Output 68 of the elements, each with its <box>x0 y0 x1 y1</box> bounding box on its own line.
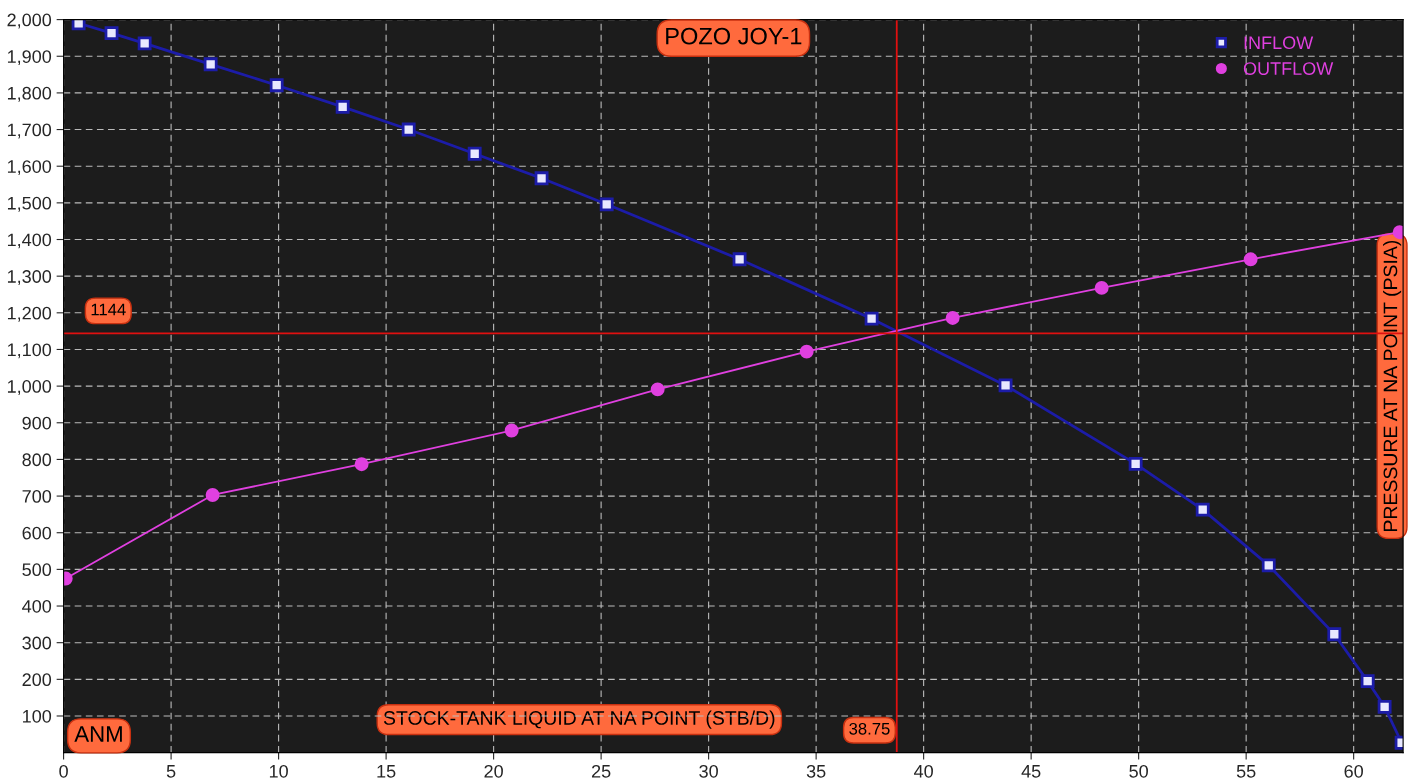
x-tick-label: 50 <box>1129 764 1148 778</box>
x-tick-label: 15 <box>377 765 396 778</box>
x-axis-title: STOCK-TANK LIQUID AT NA POINT (STB/D) <box>383 710 775 729</box>
y-tick-label: 1,500 <box>7 196 52 212</box>
y-tick-label: 2,000 <box>7 13 52 29</box>
point <box>137 36 152 51</box>
x-tick-label: 40 <box>914 764 933 778</box>
y-tick-label: 1,300 <box>7 270 52 286</box>
point <box>71 19 86 31</box>
chart-title: POZO JOY-1 <box>666 27 802 45</box>
point <box>650 382 665 397</box>
y-tick-label: 400 <box>22 599 52 613</box>
y-tick-label: 1,900 <box>7 50 52 66</box>
point <box>335 99 350 114</box>
x-tick-label: 0 <box>59 764 68 778</box>
point <box>534 171 549 186</box>
point <box>1243 252 1258 267</box>
y-tick-label: 1,800 <box>7 86 52 102</box>
y-tick-label: 1,600 <box>7 160 52 176</box>
x-tick-label: 20 <box>484 764 503 778</box>
x-tick-label: 60 <box>1344 764 1363 778</box>
x-tick-label: 55 <box>1236 765 1256 778</box>
point <box>203 57 218 72</box>
annotation: ANM <box>74 726 122 742</box>
x-tick-label: 25 <box>591 764 611 778</box>
point <box>1360 674 1375 689</box>
point <box>1094 280 1109 295</box>
y-tick-label: 200 <box>22 673 52 687</box>
point <box>467 146 482 161</box>
point <box>401 122 416 137</box>
ref-line-label: 1144 <box>91 303 126 316</box>
y-tick-label: 1,200 <box>7 306 52 322</box>
y-axis-title: PRESSURE AT NA POINT (PSIA) <box>1383 240 1402 531</box>
point <box>1195 502 1210 517</box>
point <box>1377 699 1392 714</box>
point <box>354 457 369 472</box>
legend-label: INFLOW <box>1244 36 1314 50</box>
point <box>1128 456 1143 471</box>
x-tick-label: 45 <box>1021 765 1041 778</box>
y-tick-label: 600 <box>22 526 52 540</box>
point <box>1327 627 1342 642</box>
point <box>864 311 879 326</box>
y-tick-label: 1,100 <box>7 343 52 359</box>
point <box>732 252 747 267</box>
x-tick-label: 35 <box>806 764 826 778</box>
y-tick-label: 900 <box>22 416 52 430</box>
point <box>1261 558 1276 573</box>
point <box>998 378 1013 393</box>
y-tick-label: 1,400 <box>7 233 52 249</box>
x-tick-label: 10 <box>269 764 288 778</box>
x-tick-label: 30 <box>699 764 718 778</box>
y-tick-label: 700 <box>22 490 52 503</box>
point <box>599 197 614 212</box>
y-tick-label: 800 <box>22 453 52 467</box>
point <box>269 78 284 93</box>
y-tick-label: 500 <box>22 563 52 577</box>
y-tick-label: 300 <box>22 636 52 650</box>
y-tick-label: 1,700 <box>7 123 52 139</box>
x-tick-label: 5 <box>166 765 176 778</box>
point <box>945 311 960 325</box>
point <box>504 423 519 438</box>
point <box>104 26 119 41</box>
point <box>205 488 220 502</box>
y-tick-label: 1,000 <box>7 380 52 395</box>
ref-line-label: 38.75 <box>849 722 890 735</box>
y-tick-label: 100 <box>23 709 52 723</box>
legend-label: OUTFLOW <box>1243 62 1334 75</box>
point <box>799 344 814 359</box>
